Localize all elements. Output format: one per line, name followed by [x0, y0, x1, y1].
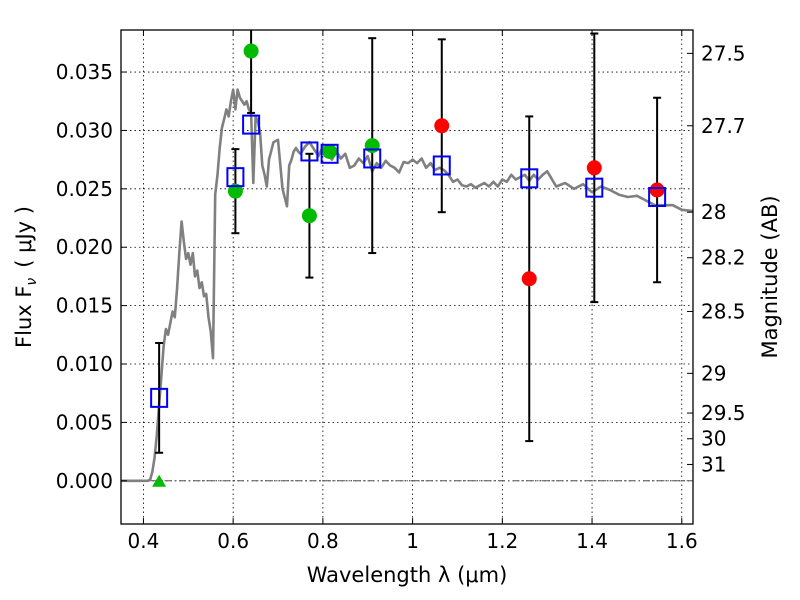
data-point-circle: [227, 183, 243, 199]
y-tick-label: 0.025: [56, 177, 113, 201]
y-tick-label: 0.010: [56, 352, 113, 376]
x-tick-label: 0.6: [217, 529, 249, 553]
model-spectrum: [121, 88, 694, 483]
y2-tick-label: 29.5: [701, 401, 746, 425]
data-point-circle: [586, 160, 602, 176]
data-point-square: [226, 167, 245, 188]
data-point-square: [242, 114, 261, 135]
x-tick-label: 1.2: [486, 529, 518, 553]
data-point-square: [300, 141, 319, 162]
tick-labels: 0.4 0.6 0.8 1 1.2 1.4 1.6 0.000 0.005 0.010 0.015 0…: [56, 41, 746, 553]
data-point-circle: [521, 271, 537, 287]
y-axis-title-units: ( μJy ): [12, 206, 36, 268]
data-point-circle: [243, 43, 259, 59]
data-point-square: [520, 168, 539, 189]
axis-ticks: [121, 30, 693, 524]
y2-tick-label: 28: [701, 200, 726, 224]
y-tick-label: 0.020: [56, 235, 113, 259]
error-bars: [155, 30, 662, 454]
y2-tick-label: 29: [701, 361, 726, 385]
spectrum-line: [121, 88, 694, 483]
y2-tick-label: 28.2: [701, 246, 746, 270]
data-point-circle: [364, 138, 380, 154]
data-markers: [150, 43, 667, 487]
x-tick-label: 0.4: [128, 529, 160, 553]
data-point-circle: [322, 143, 338, 159]
y-tick-label: 0.015: [56, 294, 113, 318]
y-axis-title-sub: ν: [24, 278, 40, 286]
x-tick-label: 1.6: [666, 529, 698, 553]
data-point-square: [150, 387, 169, 408]
y2-tick-label: 27.7: [701, 114, 746, 138]
x-axis-title: Wavelength λ (μm): [307, 563, 508, 587]
y-tick-label: 0.005: [56, 410, 113, 434]
x-tick-label: 1: [406, 529, 419, 553]
y2-axis-title: Magnitude (AB): [758, 195, 782, 358]
data-point-square: [320, 143, 339, 164]
y-axis-title: Flux Fν ( μJy ): [12, 206, 40, 348]
data-point-square: [432, 155, 451, 176]
y2-tick-label: 30: [701, 427, 726, 451]
plot-frame: [120, 29, 694, 525]
data-point-square: [648, 187, 667, 208]
x-tick-label: 1.4: [576, 529, 608, 553]
y-axis-title-main: Flux F: [12, 286, 36, 348]
data-point-square: [585, 177, 604, 198]
svg-text:Flux Fν( μJy ): Flux Fν ( μJy ): [12, 206, 40, 348]
y-tick-label: 0.030: [56, 118, 113, 142]
x-tick-label: 0.8: [307, 529, 339, 553]
y2-tick-label: 31: [701, 452, 726, 476]
data-point-triangle: [152, 474, 167, 487]
data-point-circle: [649, 182, 665, 198]
data-point-circle: [301, 208, 317, 224]
grid-lines: [121, 30, 693, 524]
data-point-square: [363, 148, 382, 169]
y2-tick-label: 27.5: [701, 41, 746, 65]
y-tick-label: 0.000: [56, 469, 113, 493]
y-tick-label: 0.035: [56, 60, 113, 84]
data-point-circle: [434, 118, 450, 134]
y2-tick-label: 28.5: [701, 299, 746, 323]
